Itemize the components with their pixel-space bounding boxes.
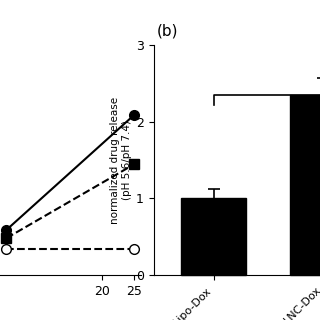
Bar — [290, 95, 320, 275]
Y-axis label: normalized drug release
(pH 5.6/pH 7.4): normalized drug release (pH 5.6/pH 7.4) — [110, 96, 132, 224]
Text: (b): (b) — [157, 24, 178, 39]
Bar — [181, 198, 246, 275]
